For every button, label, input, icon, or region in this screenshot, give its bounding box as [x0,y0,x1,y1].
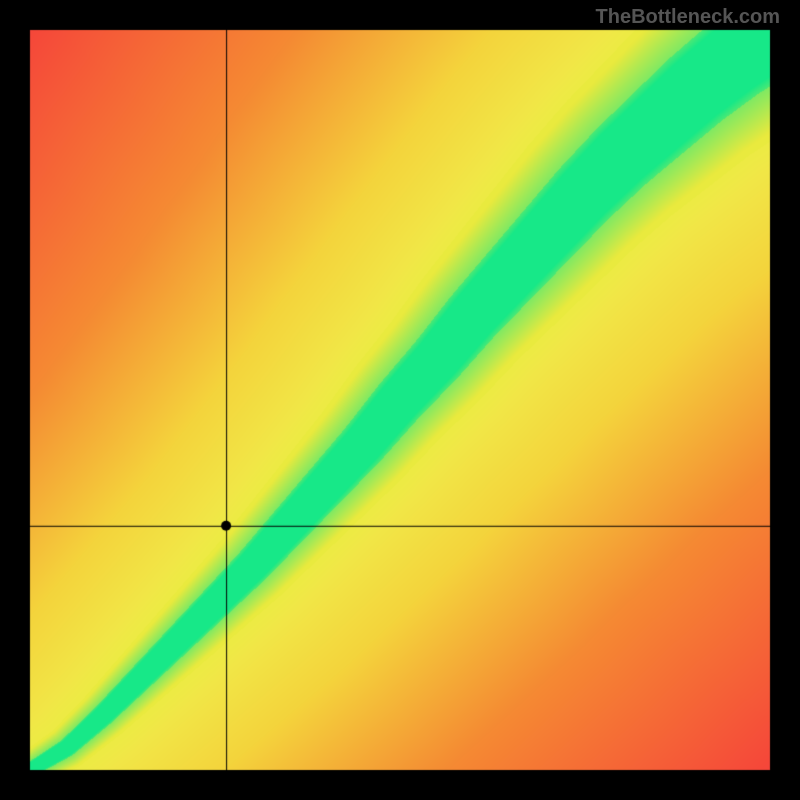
bottleneck-heatmap-canvas [0,0,800,800]
watermark-text: TheBottleneck.com [596,6,780,29]
chart-container: TheBottleneck.com [0,0,800,800]
